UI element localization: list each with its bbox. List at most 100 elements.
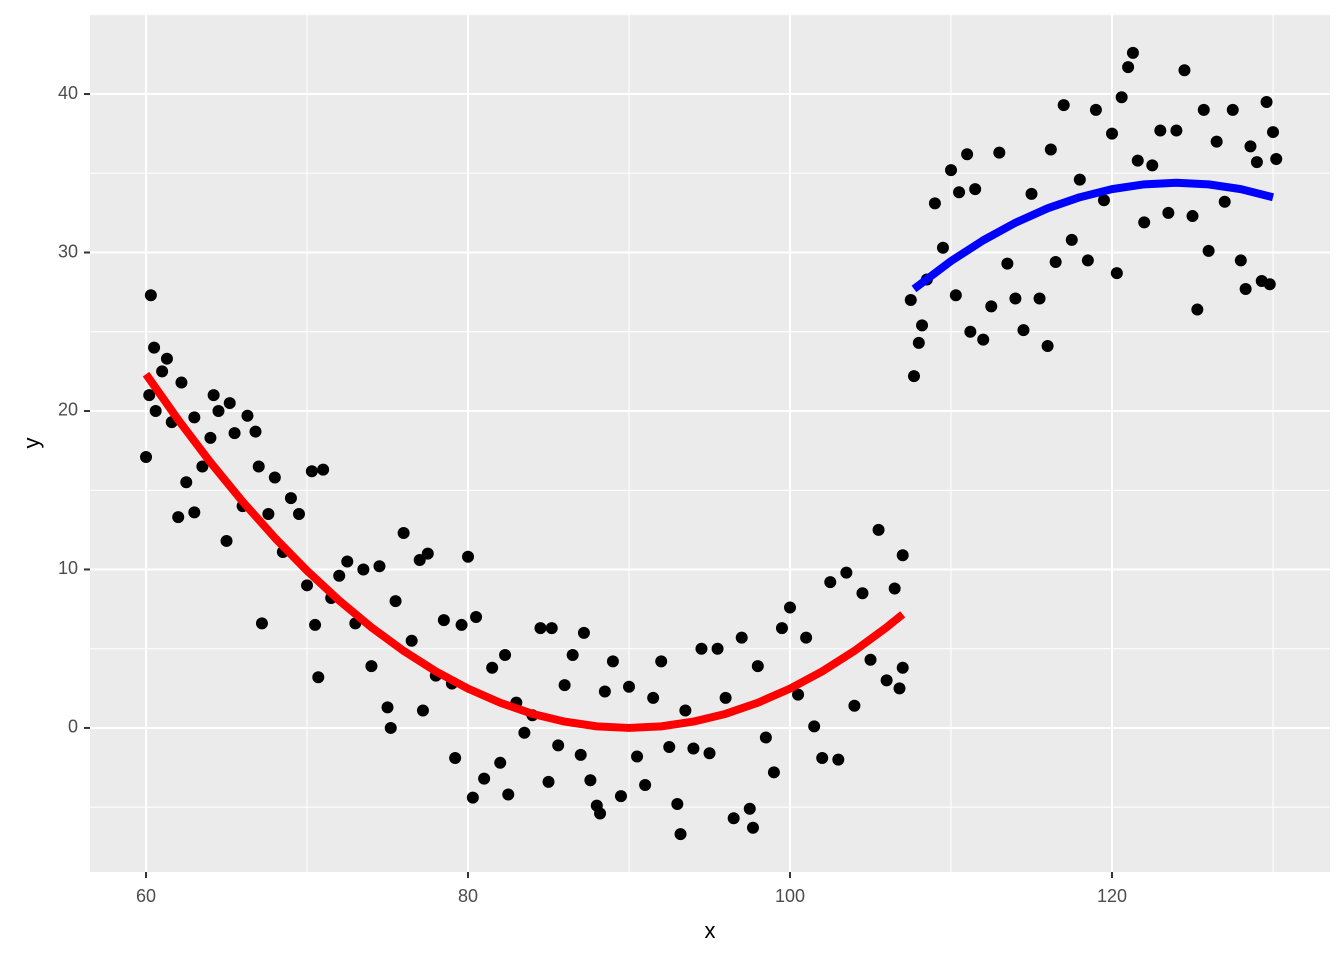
y-tick-label: 20 [58,400,78,420]
point [1162,206,1175,219]
point [1017,324,1030,337]
point [840,566,853,579]
point [1138,216,1151,229]
y-tick-label: 30 [58,241,78,261]
point [552,739,565,752]
point [140,450,153,463]
point [647,691,660,704]
point [1154,124,1167,137]
point [252,460,265,473]
y-tick-label: 10 [58,558,78,578]
point [1131,154,1144,167]
axes: 60 80 100 120 0 10 20 30 40 [58,83,1127,906]
point [784,601,797,614]
point [1234,254,1247,267]
point [1041,340,1054,353]
point [284,492,297,505]
point [904,294,917,307]
point [912,336,925,349]
point [816,752,829,765]
point [880,674,893,687]
point [341,555,354,568]
point [598,685,611,698]
point [1267,126,1280,139]
point [872,523,885,536]
point [674,828,687,841]
point [566,649,579,662]
point [574,748,587,761]
point [1044,143,1057,156]
point [639,778,652,791]
point [759,731,772,744]
point [848,699,861,712]
point [888,582,901,595]
point [292,507,305,520]
point [421,547,434,560]
point [494,756,507,769]
point [800,631,813,644]
point [305,465,318,478]
point [175,376,188,389]
point [735,631,748,644]
point [949,289,962,302]
point [928,197,941,210]
point [317,463,330,476]
point [1260,95,1273,108]
point [207,389,220,402]
x-tick-label: 120 [1097,886,1127,906]
point [143,389,156,402]
point [249,425,262,438]
point [687,742,700,755]
point [896,661,909,674]
point [969,183,982,196]
point [993,146,1006,159]
point [743,802,756,815]
point [695,642,708,655]
point [558,679,571,692]
point [864,653,877,666]
point [1244,140,1257,153]
point [775,622,788,635]
point [1110,267,1123,280]
point [405,634,418,647]
point [478,772,491,785]
point [711,642,724,655]
point [1122,61,1135,74]
point [767,766,780,779]
point [156,365,169,378]
point [1073,173,1086,186]
point [893,682,906,695]
y-tick-label: 0 [68,717,78,737]
point [518,726,531,739]
point [1178,64,1191,77]
point [534,622,547,635]
x-tick-label: 100 [775,886,805,906]
point [455,618,468,631]
point [365,660,378,673]
point [1126,46,1139,59]
point [1170,124,1183,137]
point [703,747,716,760]
point [381,701,394,714]
point [584,774,597,787]
point [856,587,869,600]
point [1106,127,1119,140]
point [437,614,450,627]
point [964,325,977,338]
point [1270,153,1283,166]
point [180,476,193,489]
point [416,704,429,717]
y-axis-title: y [19,438,44,449]
point [808,720,821,733]
point [188,506,201,519]
point [241,409,254,422]
point [262,507,275,520]
point [144,289,157,302]
point [985,300,998,313]
fit-line [911,178,1274,293]
point [204,431,217,444]
point [577,626,590,639]
point [188,411,201,424]
point [1146,159,1159,172]
